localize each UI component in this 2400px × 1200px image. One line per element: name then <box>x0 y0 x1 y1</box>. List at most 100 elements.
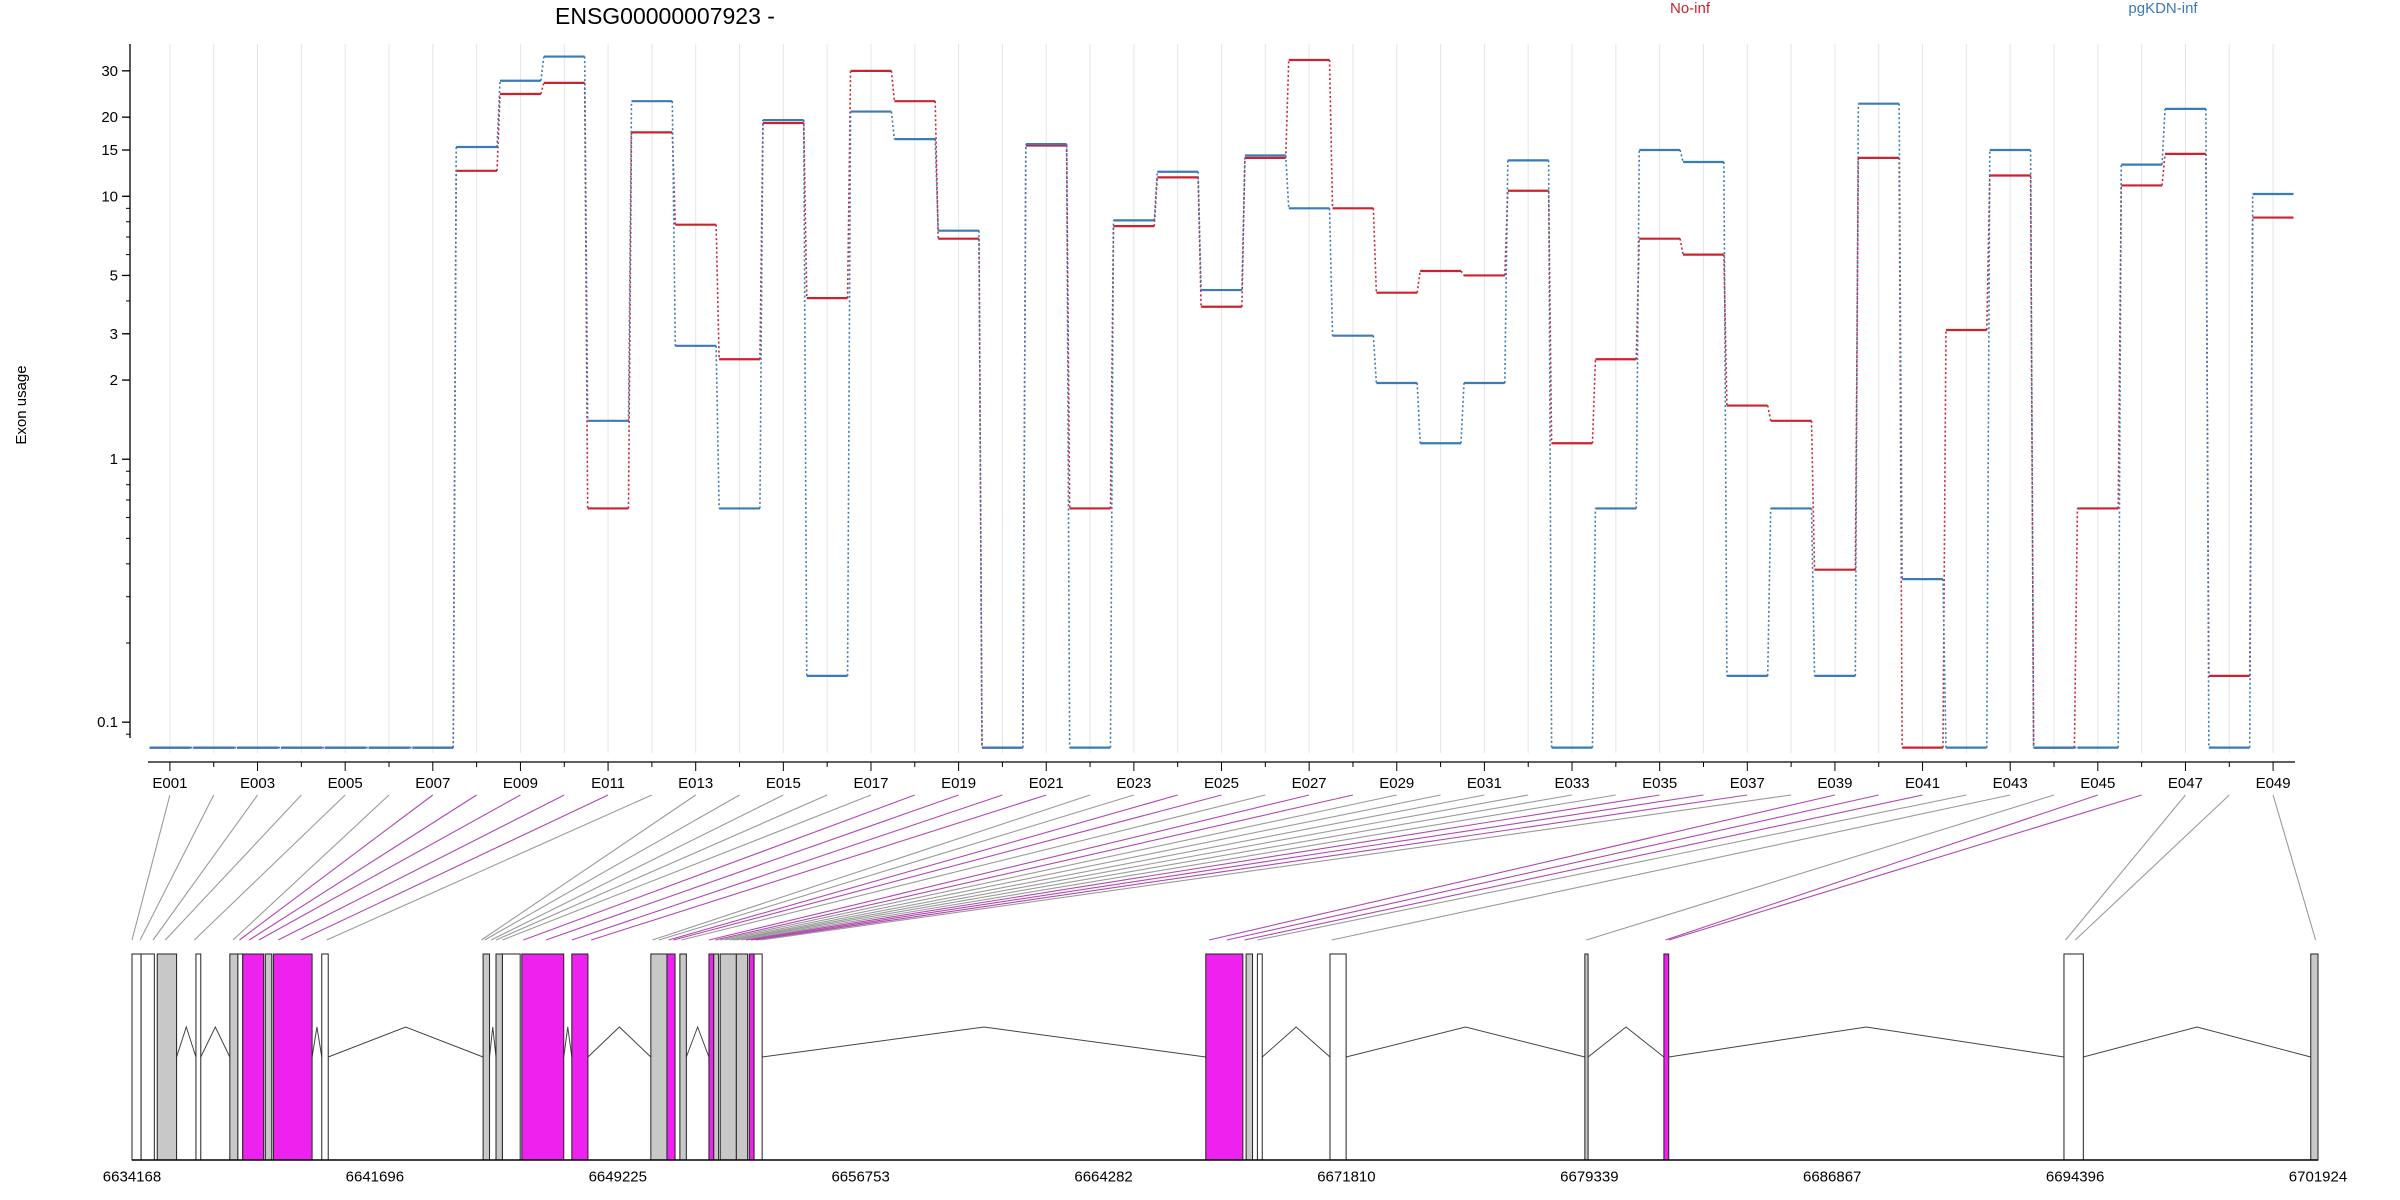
exon-block <box>666 953 676 1161</box>
exon-connector <box>248 794 477 941</box>
exon-block <box>708 953 715 1161</box>
exon-connector <box>729 794 1485 941</box>
exon-connector <box>1208 794 1836 941</box>
legend-entry-no-inf: No-inf <box>1670 0 1711 17</box>
exon-block <box>272 953 313 1161</box>
series-connector <box>2073 508 2079 748</box>
coordinate-label: 6701924 <box>2289 1168 2347 1185</box>
exon-block <box>229 953 239 1161</box>
exon-connector <box>2074 794 2230 941</box>
series-connector <box>1635 238 1641 360</box>
x-tick-label: E041 <box>1905 775 1940 792</box>
exon-block <box>195 953 202 1161</box>
y-tick-label: 15 <box>101 142 118 159</box>
y-tick-label: 0.1 <box>97 714 118 731</box>
series-connector <box>1810 508 1816 676</box>
exon-connector <box>1226 794 1879 941</box>
exon-block <box>1205 953 1244 1161</box>
series-connector <box>1766 508 1772 676</box>
intron-arc <box>2083 1026 2311 1058</box>
exon-block <box>521 953 565 1161</box>
x-tick-label: E029 <box>1379 775 1414 792</box>
exon-connector <box>481 794 697 941</box>
exon-connector <box>715 794 1354 941</box>
x-tick-label: E015 <box>766 775 801 792</box>
series-connector <box>1328 59 1334 209</box>
series-connector <box>2117 164 2123 748</box>
exon-connector <box>545 794 959 941</box>
series-connector <box>1591 508 1597 748</box>
x-tick-label: E025 <box>1204 775 1239 792</box>
exon-block <box>735 953 749 1161</box>
series-connector <box>1197 171 1202 291</box>
x-tick-label: E033 <box>1555 775 1590 792</box>
series-connector <box>2248 194 2254 748</box>
exon-block <box>1663 953 1670 1161</box>
x-tick-label: E035 <box>1642 775 1677 792</box>
series-connector <box>715 224 720 360</box>
series-connector <box>1504 160 1509 383</box>
vertical-grid <box>169 44 2274 753</box>
exon-block <box>482 953 491 1161</box>
series-connector <box>1284 59 1290 158</box>
exon-block <box>1256 953 1263 1161</box>
exon-connector <box>736 794 1573 941</box>
exon-block <box>321 953 329 1161</box>
exon-connector <box>733 794 1529 941</box>
series-connector <box>1372 208 1378 293</box>
exon-connector <box>760 794 1792 941</box>
series-connector <box>934 139 939 231</box>
exon-connector <box>668 794 1178 941</box>
exon-connector-lines <box>131 794 2317 941</box>
series-connector <box>1679 238 1684 255</box>
series-connector <box>1022 144 1027 748</box>
gene-model-track <box>131 953 2319 1161</box>
series-connector <box>1153 171 1159 221</box>
series-connector <box>2029 149 2035 748</box>
legend-entry-pgkdn-inf: pgKDN-inf <box>2128 0 2198 17</box>
exon-connector <box>326 794 653 941</box>
exon-connector <box>745 794 1660 941</box>
x-tick-label: E013 <box>678 775 713 792</box>
intron-arc <box>489 1026 497 1058</box>
y-tick-label: 30 <box>101 63 118 80</box>
x-tick-label: E023 <box>1116 775 1151 792</box>
series-connector <box>1985 175 1991 331</box>
series-connector <box>1591 359 1597 444</box>
exon-connector <box>708 794 1310 941</box>
intron-arc <box>1345 1026 1585 1058</box>
intron-arc <box>762 1026 1206 1058</box>
series-connector <box>802 122 808 299</box>
exon-connector <box>681 794 1266 941</box>
series-connector <box>1065 144 1071 748</box>
series-connector <box>802 120 808 676</box>
exon-connector <box>277 794 565 941</box>
x-tick-label: E003 <box>240 775 275 792</box>
series-connector <box>1197 177 1202 307</box>
coordinate-label: 6641696 <box>346 1168 404 1185</box>
series-connector <box>715 345 720 509</box>
exon-connector <box>490 794 784 941</box>
exon-block <box>131 953 142 1161</box>
exon-block <box>1329 953 1347 1161</box>
series-connector <box>1109 226 1115 509</box>
series-connector <box>1723 162 1728 676</box>
x-tick-label: E001 <box>152 775 187 792</box>
coordinate-label: 6686867 <box>1803 1168 1861 1185</box>
series-connector <box>540 56 545 81</box>
x-tick-label: E047 <box>2168 775 2203 792</box>
exon-block <box>713 953 720 1161</box>
exon-block <box>571 953 589 1161</box>
x-tick-label: E021 <box>1029 775 1064 792</box>
exon-connector <box>523 794 915 941</box>
intron-arc <box>328 1026 484 1058</box>
exon-connector <box>720 794 1397 941</box>
exon-connector <box>495 794 828 941</box>
coordinate-label: 6679339 <box>1560 1168 1618 1185</box>
series-connector <box>452 146 458 748</box>
y-tick-label: 3 <box>110 326 118 343</box>
series-connector <box>1416 382 1421 444</box>
exon-connector <box>2272 794 2317 941</box>
exon-connector <box>1244 794 1923 941</box>
